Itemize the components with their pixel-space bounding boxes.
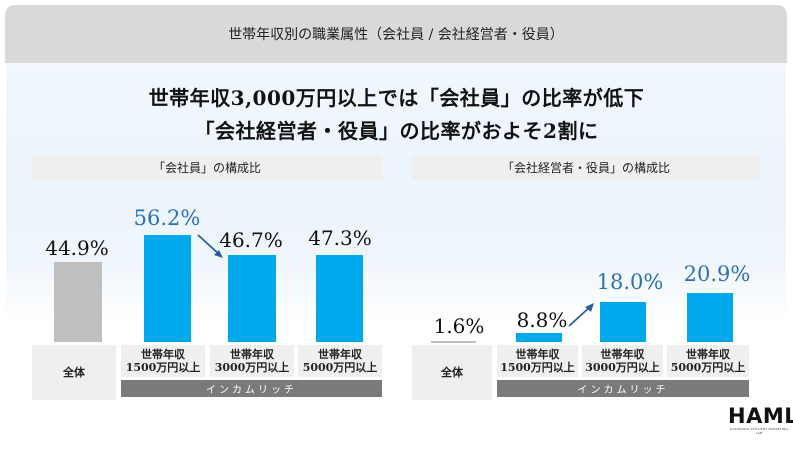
chart-title-executives: 「会社経営者・役員」の構成比 — [412, 155, 760, 180]
category-label-5000: 世帯年収 5000万円以上 — [667, 345, 749, 377]
value-label: 8.8% — [516, 308, 568, 332]
group-label-income-rich: インカムリッチ — [121, 380, 382, 397]
value-label: 47.3% — [308, 226, 372, 250]
background-panel — [6, 63, 786, 323]
page-title: 世帯年収別の職業属性（会社員 / 会社経営者・役員） — [228, 27, 564, 43]
category-label-total: 全体 — [32, 345, 116, 400]
category-label-total: 全体 — [412, 345, 492, 400]
value-label: 1.6% — [433, 314, 485, 338]
bar-1500 — [516, 333, 562, 342]
bar-total — [431, 341, 476, 343]
bar-5000 — [687, 293, 733, 342]
arrow-up-icon — [568, 303, 594, 327]
bar-3000 — [600, 302, 646, 342]
value-label: 44.9% — [45, 236, 109, 260]
category-label-3000: 世帯年収 3000万円以上 — [582, 345, 663, 377]
headline-line-1: 世帯年収3,000万円以上では「会社員」の比率が低下 — [148, 86, 645, 110]
category-label-1500: 世帯年収 1500万円以上 — [497, 345, 578, 377]
title-bar: 世帯年収別の職業属性（会社員 / 会社経営者・役員） — [5, 5, 787, 63]
value-label: 18.0% — [596, 270, 664, 294]
category-label-3000: 世帯年収 3000万円以上 — [210, 345, 294, 377]
category-label-1500: 世帯年収 1500万円以上 — [121, 345, 205, 377]
chart-title-employees: 「会社員」の構成比 — [32, 155, 382, 180]
logo-subtitle: HAKUHODO AFFLUENT MARKETING LAB — [729, 427, 789, 435]
bar-1500 — [144, 235, 191, 342]
arrow-down-icon — [197, 234, 223, 258]
category-label-5000: 世帯年収 5000万円以上 — [298, 345, 382, 377]
headline-line-2: 「会社経営者・役員」の比率がおよそ2割に — [194, 119, 599, 143]
group-label-income-rich: インカムリッチ — [497, 380, 749, 397]
logo-mark: HAML — [728, 404, 793, 428]
bar-5000 — [316, 255, 363, 342]
bar-total — [54, 262, 102, 342]
value-label: 56.2% — [133, 206, 201, 230]
value-label: 46.7% — [219, 228, 283, 252]
bar-3000 — [228, 255, 276, 342]
value-label: 20.9% — [683, 262, 751, 286]
haml-logo: HAML HAKUHODO AFFLUENT MARKETING LAB — [728, 404, 793, 435]
